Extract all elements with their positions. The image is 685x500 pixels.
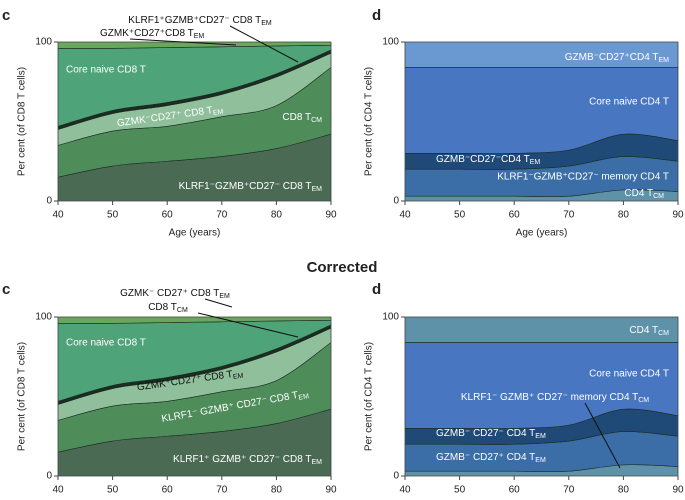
x-tick-label: 60 bbox=[509, 485, 521, 496]
x-tick-label: 70 bbox=[563, 210, 575, 221]
x-tick-label: 90 bbox=[672, 210, 684, 221]
x-tick-label: 80 bbox=[618, 210, 630, 221]
series-label: KLRF1⁻GZMB⁺CD27⁻ CD8 TEM bbox=[179, 181, 323, 193]
y-tick-label: 0 bbox=[393, 196, 399, 207]
series-label: CD4 TCM bbox=[629, 325, 669, 337]
label-arrow bbox=[204, 298, 233, 308]
series-label: GZMB⁻CD27⁺CD4 TEM bbox=[565, 52, 669, 64]
series-label: KLRF1⁻GZMB⁺CD27⁻ memory CD4 T bbox=[497, 172, 669, 183]
x-tick-label: 90 bbox=[672, 485, 684, 496]
y-tick-label: 100 bbox=[35, 312, 52, 323]
series-label: Core naive CD4 T bbox=[589, 97, 669, 108]
series-label: KLRF1⁺ GZMB⁺ CD27⁻ CD8 TEM bbox=[173, 454, 322, 466]
x-tick-label: 80 bbox=[271, 210, 283, 221]
series-label: CD4 TCM bbox=[624, 188, 664, 200]
series-label: CD8 TCM bbox=[282, 112, 322, 124]
panel-letter: d bbox=[372, 7, 381, 24]
label-arrow bbox=[229, 25, 299, 63]
y-axis-label: Per cent (of CD8 T cells) bbox=[17, 342, 28, 451]
series-label: Core naive CD8 T bbox=[66, 338, 146, 349]
plot-frame bbox=[57, 316, 332, 477]
label-arrow bbox=[129, 38, 237, 46]
x-tick-label: 90 bbox=[325, 485, 337, 496]
x-tick-label: 40 bbox=[399, 210, 411, 221]
series-label: KLRF1⁺GZMB⁺CD27⁻ CD8 TEM bbox=[128, 15, 272, 27]
y-tick-label: 100 bbox=[35, 37, 52, 48]
series-label: KLRF1⁻ GZMB⁺ CD27⁻ memory CD4 TCM bbox=[461, 392, 649, 404]
x-tick-label: 40 bbox=[399, 485, 411, 496]
x-tick-label: 90 bbox=[325, 210, 337, 221]
x-tick-label: 60 bbox=[162, 210, 174, 221]
x-tick-label: 50 bbox=[454, 485, 466, 496]
heading: Corrected bbox=[307, 259, 378, 276]
panel-letter: c bbox=[2, 7, 10, 24]
label-arrow bbox=[584, 402, 621, 469]
panel-letter: c bbox=[2, 281, 10, 298]
x-axis-label: Age (years) bbox=[169, 228, 221, 239]
series-label: GZMB⁻ CD27⁺ CD4 TEM bbox=[436, 452, 546, 464]
y-tick-label: 0 bbox=[46, 471, 52, 482]
y-tick-label: 100 bbox=[382, 37, 399, 48]
x-tick-label: 50 bbox=[107, 210, 119, 221]
x-tick-label: 40 bbox=[52, 210, 64, 221]
x-axis-label: Age (years) bbox=[516, 228, 568, 239]
series-label: GZMK⁺CD27⁺CD8 TEM bbox=[100, 28, 204, 40]
series-label: CD8 TCM bbox=[148, 302, 188, 314]
series-label: Core naive CD8 T bbox=[66, 65, 146, 76]
series-label: Core naive CD4 T bbox=[589, 369, 669, 380]
x-tick-label: 80 bbox=[618, 485, 630, 496]
x-tick-label: 60 bbox=[162, 485, 174, 496]
series-label: GZMB⁻CD27⁻CD4 TEM bbox=[436, 154, 540, 166]
x-tick-label: 70 bbox=[216, 485, 228, 496]
plot-frame bbox=[57, 41, 332, 202]
y-axis-label: Per cent (of CD8 T cells) bbox=[17, 67, 28, 176]
series-label: GZMB⁻ CD27⁻ CD4 TEM bbox=[436, 428, 546, 440]
y-axis-label: Per cent (of CD4 T cells) bbox=[364, 67, 375, 176]
y-tick-label: 0 bbox=[393, 471, 399, 482]
label-arrow bbox=[197, 312, 299, 338]
y-axis-label: Per cent (of CD4 T cells) bbox=[364, 342, 375, 451]
x-tick-label: 80 bbox=[271, 485, 283, 496]
y-tick-label: 100 bbox=[382, 312, 399, 323]
x-tick-label: 40 bbox=[52, 485, 64, 496]
x-tick-label: 50 bbox=[107, 485, 119, 496]
x-tick-label: 50 bbox=[454, 210, 466, 221]
y-tick-label: 0 bbox=[46, 196, 52, 207]
series-label: GZMK⁻ CD27⁺ CD8 TEM bbox=[120, 288, 230, 300]
panel-letter: d bbox=[372, 281, 381, 298]
plot-frame bbox=[404, 316, 679, 477]
x-tick-label: 70 bbox=[216, 210, 228, 221]
plot-frame bbox=[404, 41, 679, 202]
x-tick-label: 60 bbox=[509, 210, 521, 221]
x-tick-label: 70 bbox=[563, 485, 575, 496]
